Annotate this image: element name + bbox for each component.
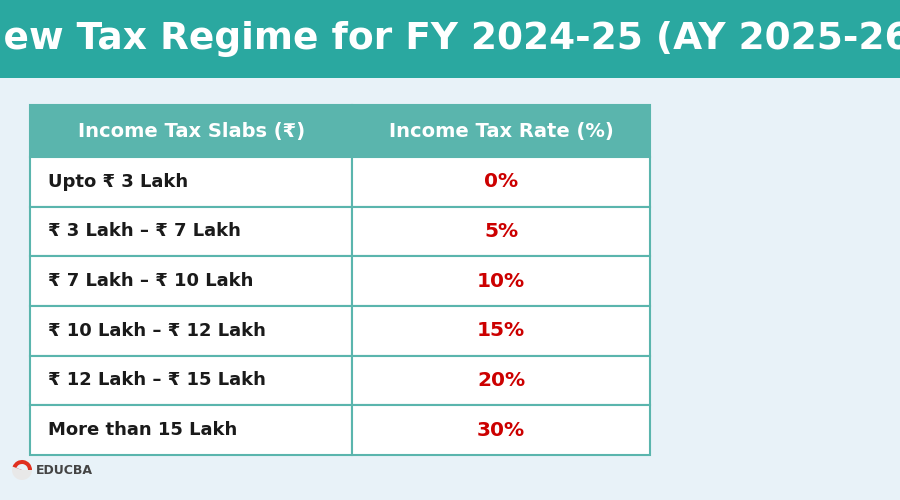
Text: ₹ 12 Lakh – ₹ 15 Lakh: ₹ 12 Lakh – ₹ 15 Lakh (48, 372, 266, 390)
Text: New Tax Regime for FY 2024-25 (AY 2025-26): New Tax Regime for FY 2024-25 (AY 2025-2… (0, 21, 900, 57)
FancyBboxPatch shape (0, 0, 900, 78)
FancyBboxPatch shape (30, 406, 353, 455)
Text: More than 15 Lakh: More than 15 Lakh (48, 421, 238, 439)
Text: 0%: 0% (484, 172, 518, 192)
FancyBboxPatch shape (353, 406, 650, 455)
Text: 30%: 30% (477, 420, 526, 440)
Text: ₹ 7 Lakh – ₹ 10 Lakh: ₹ 7 Lakh – ₹ 10 Lakh (48, 272, 254, 290)
FancyBboxPatch shape (30, 256, 353, 306)
FancyBboxPatch shape (353, 105, 650, 157)
Text: 5%: 5% (484, 222, 518, 241)
Wedge shape (13, 460, 32, 470)
FancyBboxPatch shape (30, 306, 353, 356)
Text: 20%: 20% (477, 371, 526, 390)
FancyBboxPatch shape (353, 206, 650, 256)
FancyBboxPatch shape (353, 256, 650, 306)
FancyBboxPatch shape (0, 78, 900, 500)
Text: 15%: 15% (477, 322, 526, 340)
FancyBboxPatch shape (30, 157, 353, 206)
Wedge shape (16, 464, 28, 470)
Text: Upto ₹ 3 Lakh: Upto ₹ 3 Lakh (48, 173, 188, 191)
Circle shape (12, 460, 32, 480)
Text: Income Tax Slabs (₹): Income Tax Slabs (₹) (77, 122, 305, 141)
FancyBboxPatch shape (353, 356, 650, 406)
Text: 10%: 10% (477, 272, 526, 290)
FancyBboxPatch shape (30, 356, 353, 406)
FancyBboxPatch shape (30, 206, 353, 256)
Text: Income Tax Rate (%): Income Tax Rate (%) (389, 122, 614, 141)
Text: ₹ 3 Lakh – ₹ 7 Lakh: ₹ 3 Lakh – ₹ 7 Lakh (48, 222, 241, 240)
FancyBboxPatch shape (30, 105, 353, 157)
Text: ₹ 10 Lakh – ₹ 12 Lakh: ₹ 10 Lakh – ₹ 12 Lakh (48, 322, 266, 340)
Text: EDUCBA: EDUCBA (36, 464, 93, 476)
FancyBboxPatch shape (353, 157, 650, 206)
FancyBboxPatch shape (353, 306, 650, 356)
